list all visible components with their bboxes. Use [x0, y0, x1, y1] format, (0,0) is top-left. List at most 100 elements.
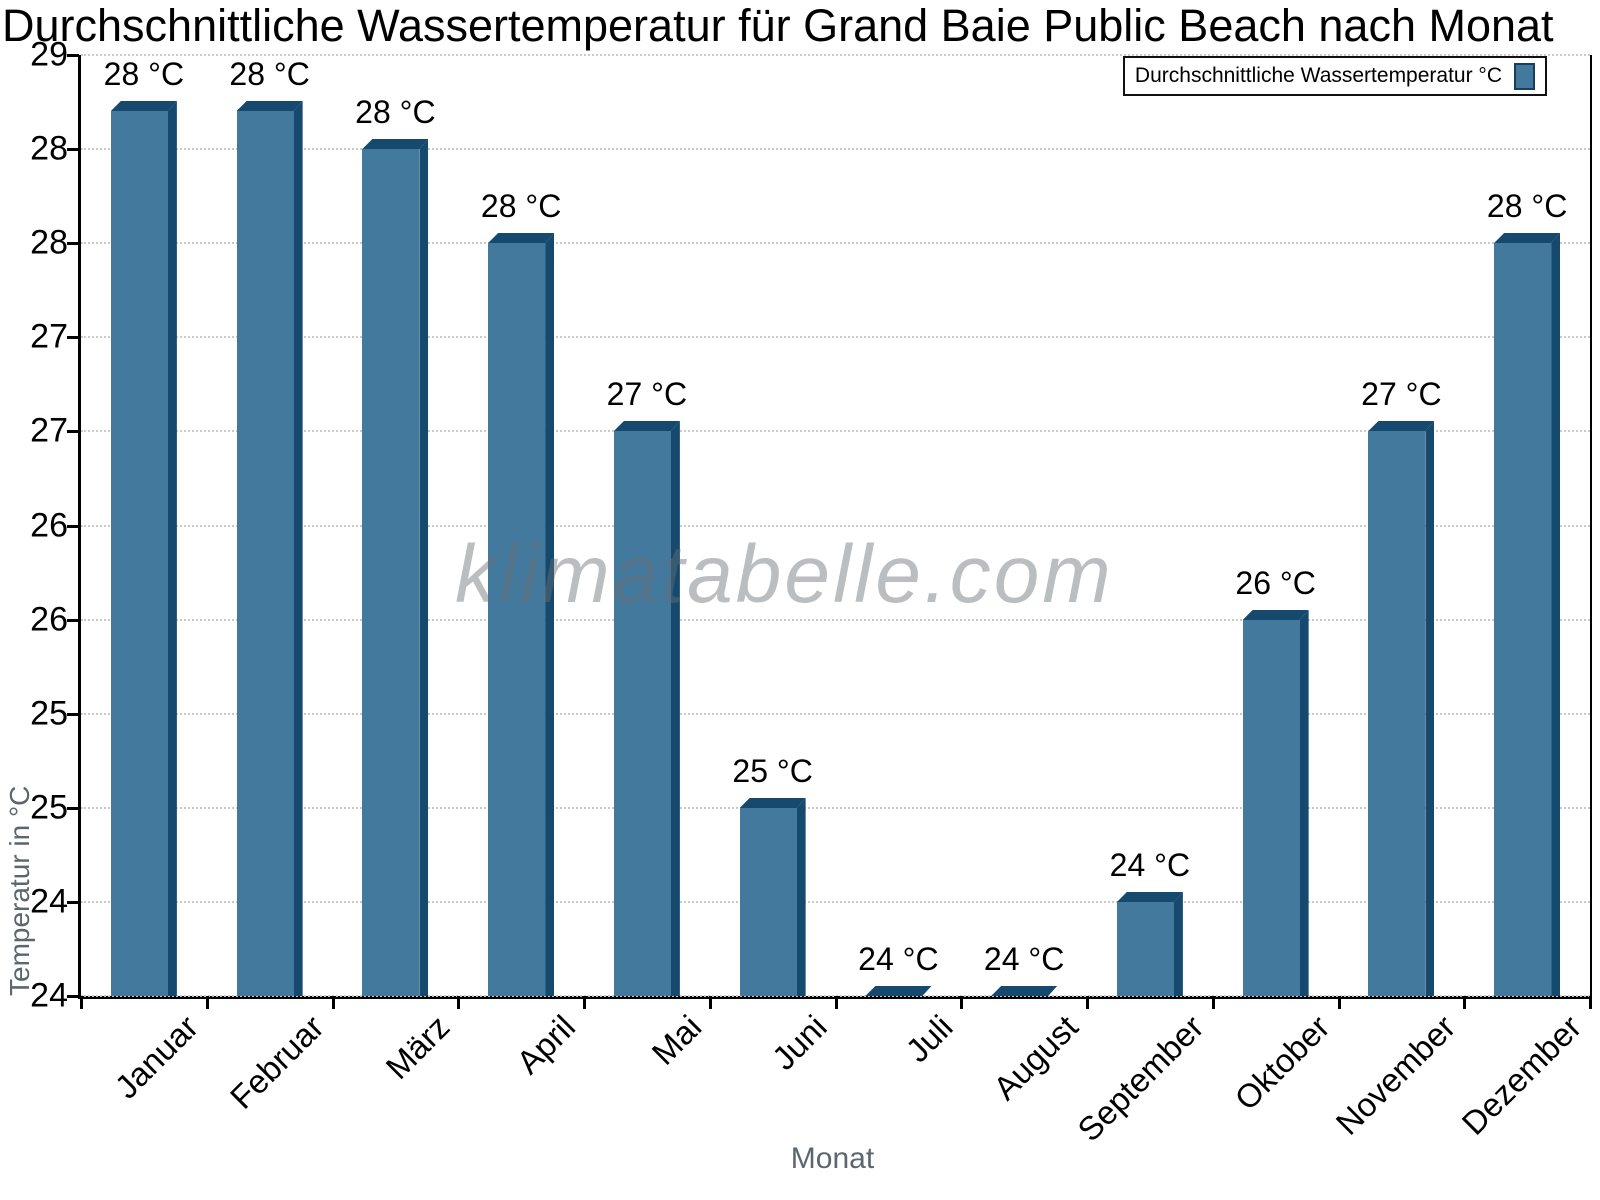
watermark: klimatabelle.com — [455, 529, 1114, 620]
y-tick-label: 28 — [30, 223, 68, 262]
y-tick-label: 28 — [30, 129, 68, 168]
bar — [1116, 902, 1174, 996]
bar-top-face — [613, 421, 680, 431]
bar-value-label: 28 °C — [229, 56, 310, 92]
y-gridline — [81, 806, 1590, 809]
bar-side-face — [293, 101, 303, 996]
y-gridline — [81, 54, 1590, 56]
chart-title: Durchschnittliche Wassertemperatur für G… — [2, 0, 1554, 51]
bar-top-face — [362, 139, 429, 149]
x-axis-tick — [583, 996, 586, 1009]
y-axis-tick — [67, 148, 79, 152]
x-category-label: November — [1328, 1008, 1463, 1142]
y-axis-tick — [67, 524, 79, 528]
bar-top-face — [865, 986, 932, 996]
x-category-label: Dezember — [1454, 1008, 1589, 1142]
bar — [1368, 431, 1426, 996]
y-axis-tick — [67, 336, 79, 340]
bar-top-face — [739, 798, 806, 808]
y-gridline — [81, 900, 1590, 903]
bar — [110, 111, 168, 996]
legend-label: Durchschnittliche Wassertemperatur °C — [1134, 64, 1502, 87]
y-axis-tick — [67, 430, 79, 434]
bar — [739, 808, 797, 996]
y-tick-label: 27 — [30, 411, 68, 450]
y-tick-label: 27 — [30, 317, 68, 356]
bar — [1242, 620, 1300, 996]
bar-value-label: 24 °C — [858, 941, 939, 977]
x-category-label: September — [1070, 1008, 1212, 1149]
x-category-label: März — [378, 1008, 457, 1087]
bar — [1494, 243, 1552, 996]
y-tick-label: 25 — [30, 788, 68, 827]
bar-side-face — [1173, 892, 1183, 996]
bar-top-face — [236, 101, 303, 111]
bar-top-face — [110, 101, 177, 111]
y-tick-label: 26 — [30, 506, 68, 544]
y-tick-label: 25 — [30, 694, 68, 733]
bar-value-label: 28 °C — [103, 56, 185, 92]
x-axis-tick — [80, 996, 83, 1009]
bar-side-face — [1299, 610, 1309, 996]
x-axis-tick — [960, 996, 964, 1009]
x-category-label: Oktober — [1227, 1008, 1337, 1118]
bar — [613, 431, 671, 996]
bar-side-face — [167, 101, 177, 996]
x-category-label: August — [986, 1008, 1086, 1107]
x-axis-tick — [1589, 996, 1592, 1009]
bar-side-face — [1425, 421, 1435, 996]
y-gridline — [81, 336, 1590, 339]
y-axis-tick — [67, 712, 79, 716]
y-gridline — [81, 430, 1590, 433]
bar-top-face — [1116, 892, 1183, 902]
bar-side-face — [545, 233, 555, 996]
bar-side-face — [419, 139, 429, 996]
legend-swatch-icon — [1514, 62, 1535, 90]
bar-value-label: 28 °C — [355, 94, 436, 130]
y-axis-tick — [67, 995, 79, 998]
bar — [488, 243, 546, 996]
bar-value-label: 25 °C — [732, 753, 813, 789]
y-tick-label: 24 — [30, 882, 68, 921]
y-axis-tick — [67, 806, 79, 810]
x-axis-tick — [205, 996, 209, 1009]
x-axis-tick — [1337, 996, 1341, 1009]
y-axis-tick — [67, 242, 79, 246]
bar-value-label: 28 °C — [1486, 188, 1568, 224]
x-category-label: April — [509, 1008, 583, 1081]
bar-value-label: 24 °C — [983, 941, 1065, 977]
bar-side-face — [1551, 233, 1561, 996]
legend: Durchschnittliche Wassertemperatur °C — [1122, 56, 1547, 96]
bar-top-face — [1368, 421, 1435, 431]
y-axis-tick — [67, 618, 79, 622]
x-category-label: Juli — [898, 1008, 960, 1070]
y-tick-label: 29 — [30, 35, 68, 74]
y-gridline — [81, 524, 1590, 527]
x-category-label: Mai — [644, 1008, 709, 1072]
y-gridline — [81, 712, 1590, 715]
x-category-label: Juni — [764, 1008, 834, 1077]
plot-area: klimatabelle.com 28 °C 28 °C 28 °C 28 °C 27 … — [67, 54, 1592, 1009]
x-axis-tick — [834, 996, 838, 1009]
x-axis-tick — [331, 996, 335, 1009]
x-category-label: Januar — [107, 1008, 206, 1106]
bar-top-face — [1494, 233, 1561, 243]
bar-value-label: 26 °C — [1235, 565, 1316, 601]
bar-top-face — [488, 233, 555, 243]
x-category-label: Februar — [222, 1008, 331, 1116]
x-axis-tick — [1211, 996, 1215, 1009]
bar — [362, 149, 420, 996]
y-axis-tick — [67, 54, 79, 57]
bar-value-label: 28 °C — [480, 188, 562, 224]
bar-side-face — [796, 798, 806, 996]
bar-side-face — [670, 421, 680, 996]
bar — [236, 111, 294, 996]
y-axis-tick — [67, 900, 79, 904]
bar-value-label: 24 °C — [1109, 847, 1191, 883]
y-gridline — [81, 242, 1590, 245]
x-axis-tick — [457, 996, 461, 1009]
bar-top-face — [1242, 610, 1309, 620]
x-axis-title: Monat — [790, 1142, 875, 1175]
x-axis-tick — [1463, 996, 1467, 1009]
